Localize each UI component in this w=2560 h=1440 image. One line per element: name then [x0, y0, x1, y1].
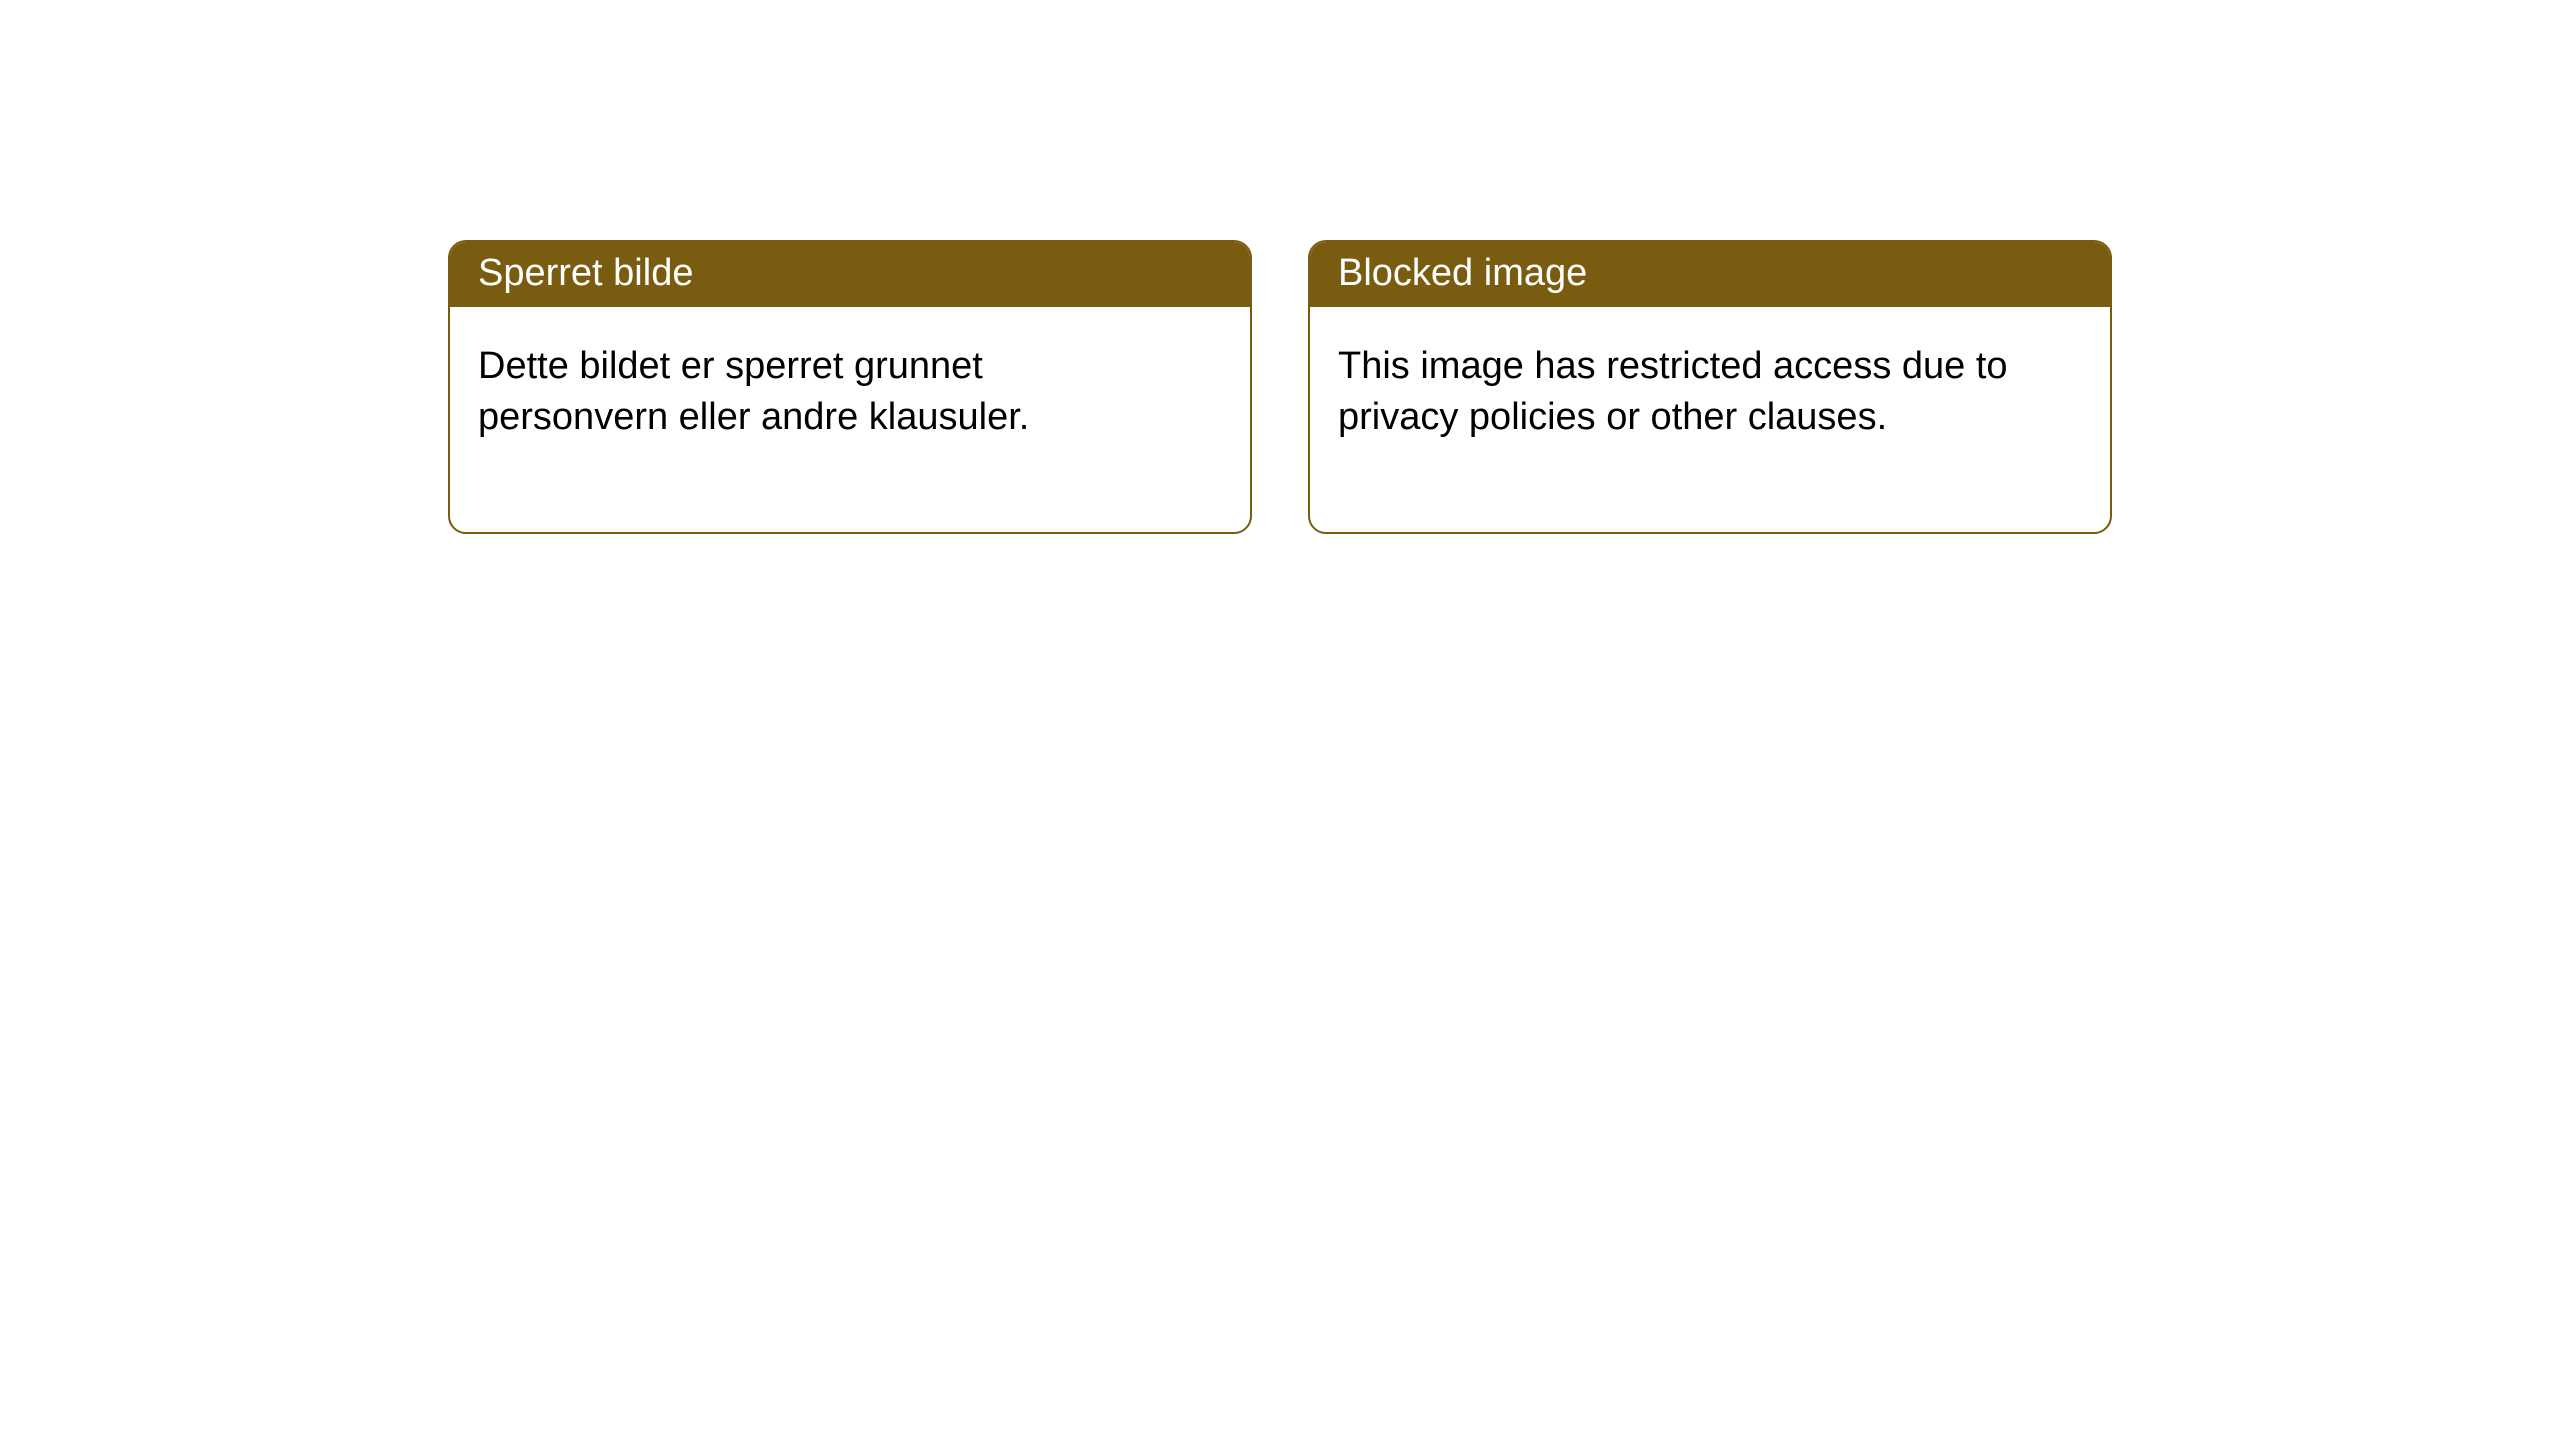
- notice-container: Sperret bilde Dette bildet er sperret gr…: [0, 0, 2560, 534]
- notice-body-norwegian: Dette bildet er sperret grunnet personve…: [450, 307, 1190, 532]
- notice-title-english: Blocked image: [1310, 242, 2110, 307]
- notice-body-english: This image has restricted access due to …: [1310, 307, 2050, 532]
- notice-card-english: Blocked image This image has restricted …: [1308, 240, 2112, 534]
- notice-card-norwegian: Sperret bilde Dette bildet er sperret gr…: [448, 240, 1252, 534]
- notice-title-norwegian: Sperret bilde: [450, 242, 1250, 307]
